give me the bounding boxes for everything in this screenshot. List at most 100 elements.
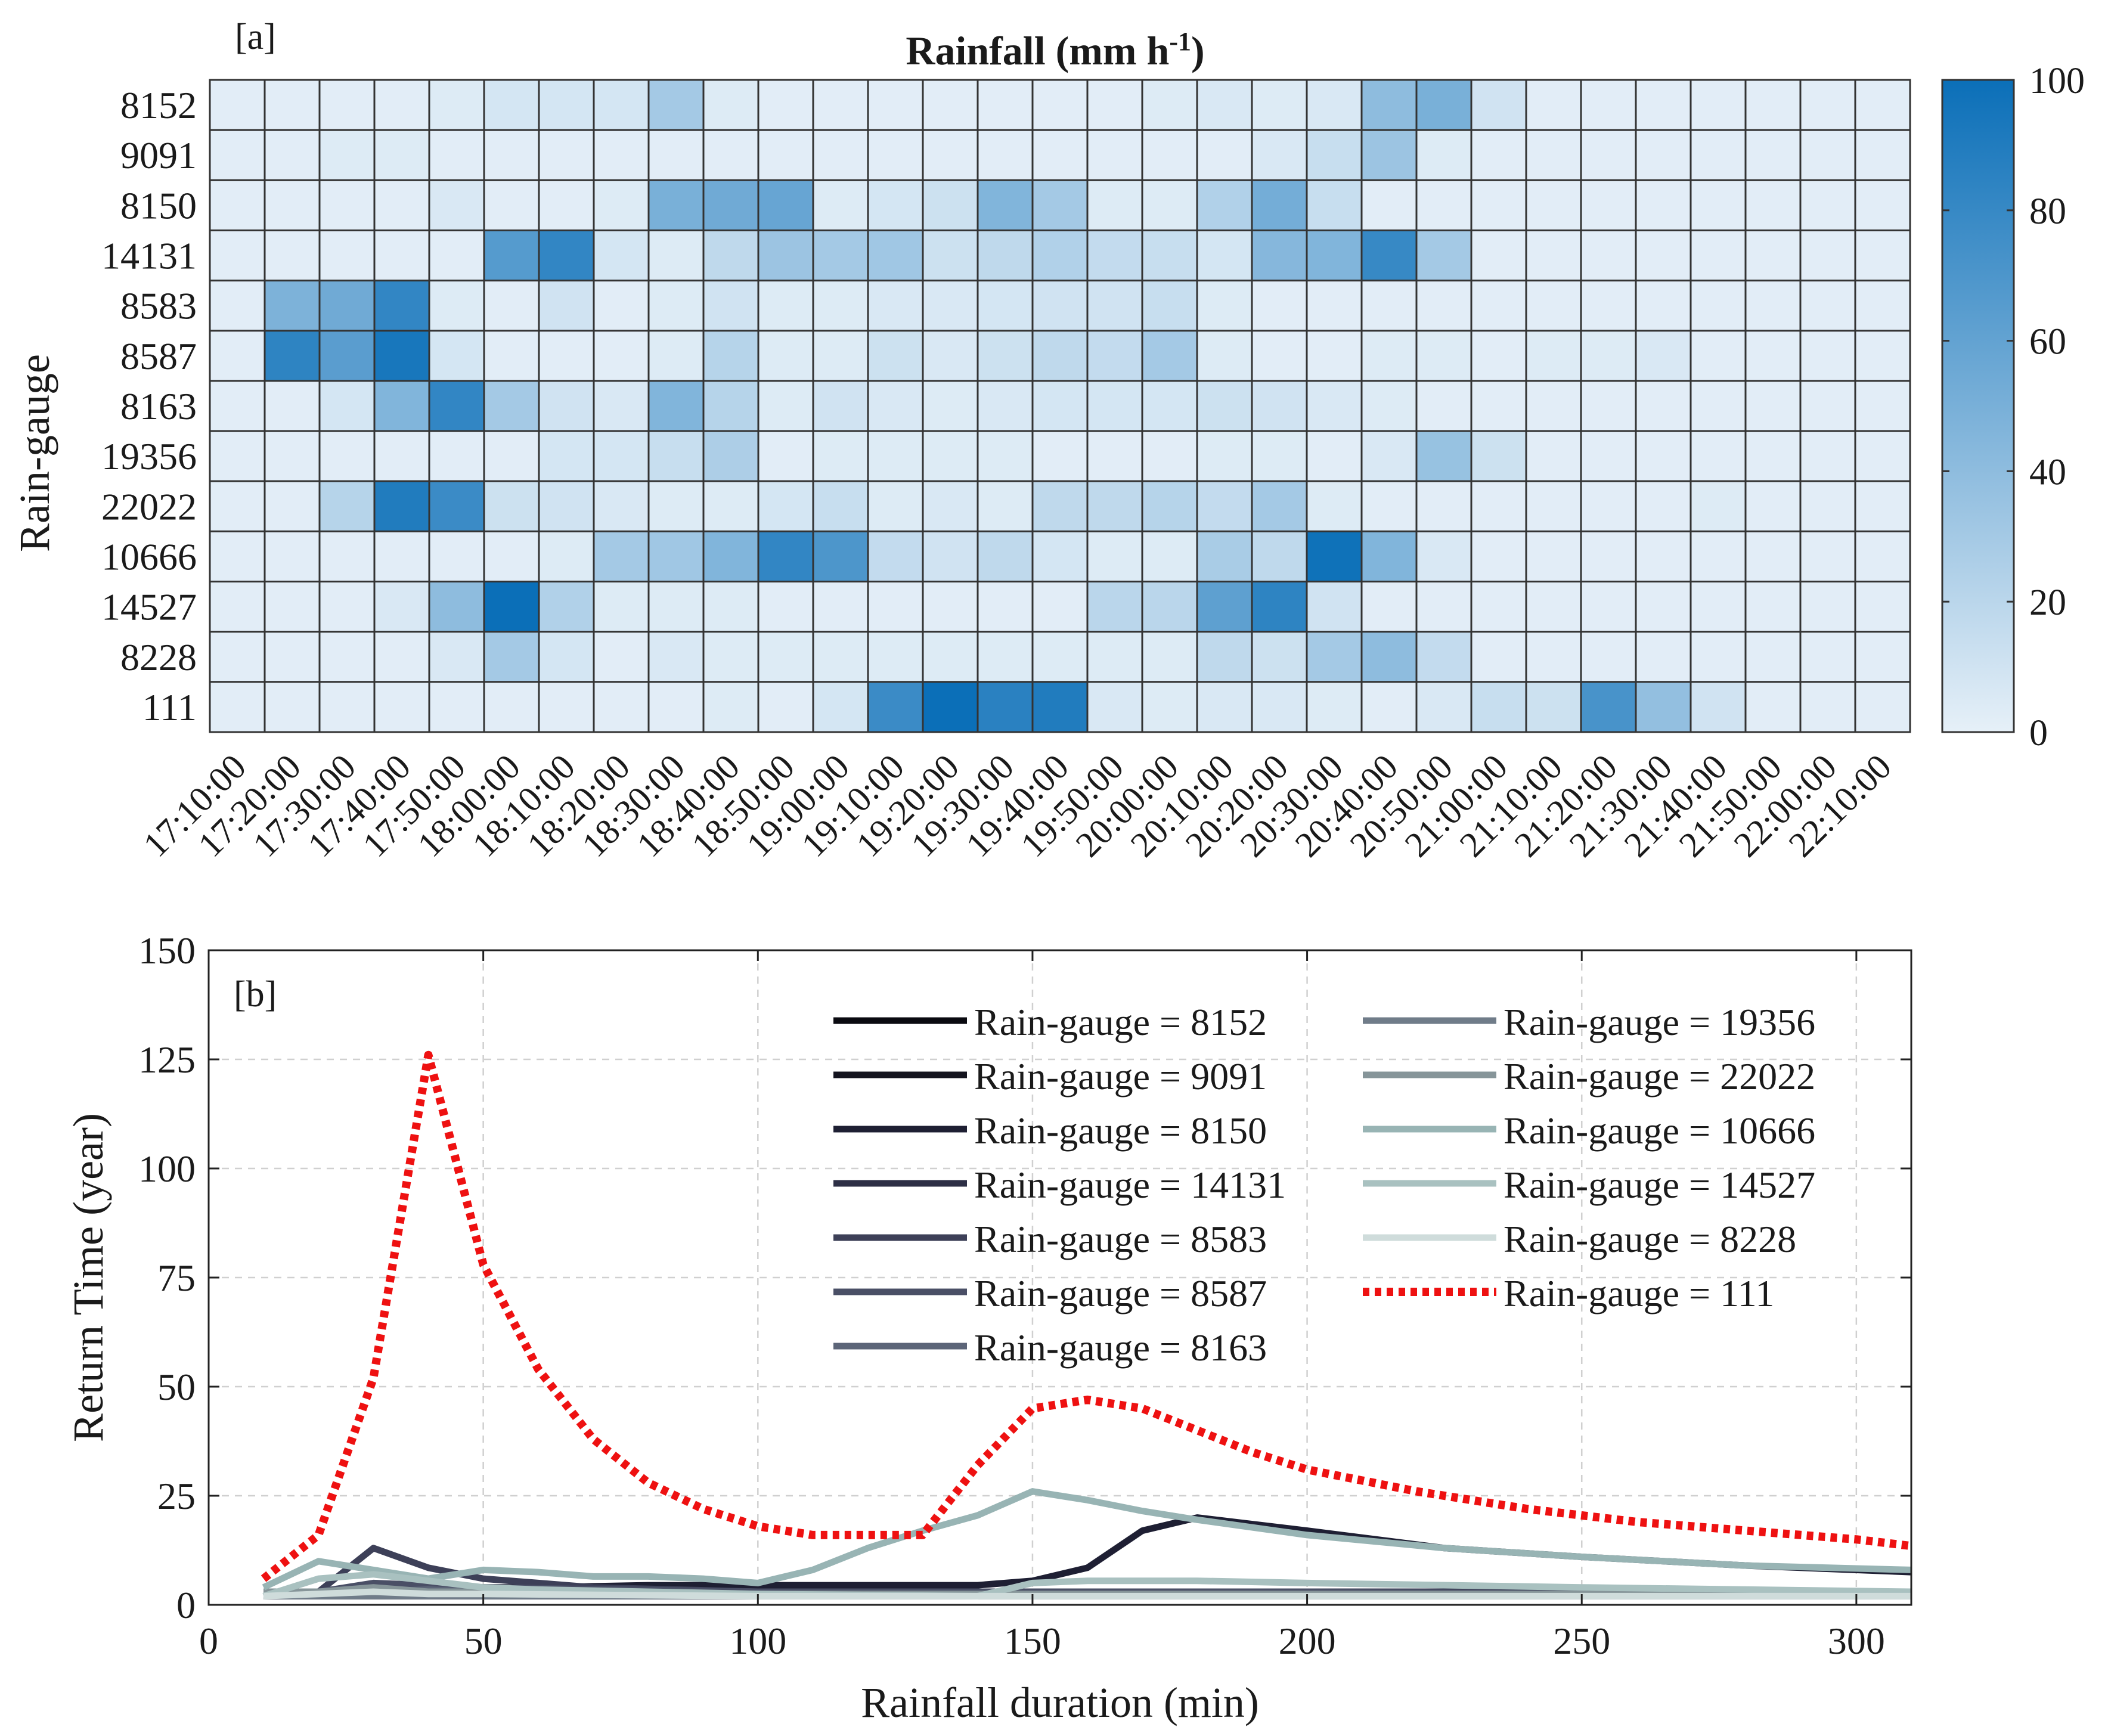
heatmap-cell (1580, 430, 1637, 482)
heatmap-cell (318, 330, 376, 382)
heatmap-cell (1470, 79, 1527, 131)
heatmap-cell (1031, 79, 1089, 131)
heatmap-cell (209, 280, 266, 332)
heatmap-cell (812, 681, 869, 733)
heatmap-cell (1031, 280, 1089, 332)
heatmap-title: Rainfall (mm h-1) (906, 27, 1204, 74)
heatmap-cell (1690, 129, 1747, 181)
heatmap-cell (702, 631, 760, 683)
heatmap-cell (318, 681, 376, 733)
heatmap-cell (209, 681, 266, 733)
heatmap-row-label: 14131 (101, 235, 197, 277)
heatmap-cell (922, 79, 979, 131)
heatmap-cell (373, 530, 430, 583)
heatmap-cell (428, 480, 485, 532)
heatmap-cell (976, 229, 1034, 282)
heatmap-cell (1854, 229, 1911, 282)
panel-b-label: [b] (234, 974, 277, 1015)
heatmap-cell (647, 229, 705, 282)
heatmap-cell (647, 581, 705, 633)
legend-label: Rain-gauge = 8150 (974, 1109, 1267, 1152)
heatmap-cell (209, 129, 266, 181)
heatmap-cell (647, 330, 705, 382)
heatmap-cell (483, 179, 540, 231)
heatmap-cell (593, 330, 650, 382)
heatmap-cell (1580, 581, 1637, 633)
heatmap-cell (264, 480, 321, 532)
heatmap-cell (1635, 430, 1692, 482)
heatmap-cell (1854, 581, 1911, 633)
heatmap-cell (1580, 530, 1637, 583)
heatmap-cell (922, 380, 979, 432)
heatmap-cell (1196, 330, 1253, 382)
heatmap-row-label: 8163 (120, 385, 197, 427)
heatmap-cell (922, 330, 979, 382)
heatmap-cell (1799, 330, 1856, 382)
heatmap-cell (483, 631, 540, 683)
heatmap-cell (1141, 330, 1198, 382)
heatmap-cell (264, 330, 321, 382)
heatmap-cell (812, 631, 869, 683)
heatmap-cell (922, 581, 979, 633)
heatmap-cell (1744, 179, 1802, 231)
heatmap-cell (757, 79, 814, 131)
x-tick-label: 200 (1279, 1620, 1336, 1662)
heatmap-cell (1799, 430, 1856, 482)
heatmap-cell (1360, 280, 1418, 332)
heatmap-cell (1799, 129, 1856, 181)
heatmap-cell (1470, 681, 1527, 733)
heatmap-cell (1141, 480, 1198, 532)
heatmap-cell (867, 129, 924, 181)
heatmap-row-label: 22022 (101, 485, 197, 528)
heatmap-cell (1415, 530, 1472, 583)
heatmap-cell (1141, 129, 1198, 181)
heatmap-cell (1141, 380, 1198, 432)
heatmap-cell (1690, 179, 1747, 231)
heatmap-cell (1415, 681, 1472, 733)
heatmap-cell (647, 530, 705, 583)
heatmap-cell (373, 179, 430, 231)
heatmap-cell (1415, 179, 1472, 231)
heatmap-cell (1580, 229, 1637, 282)
heatmap-cell (1470, 631, 1527, 683)
heatmap-cell (1306, 380, 1363, 432)
heatmap-cell (1744, 430, 1802, 482)
heatmap-cell (1799, 681, 1856, 733)
heatmap-cell (757, 480, 814, 532)
x-tick-label: 300 (1828, 1620, 1885, 1662)
heatmap-cell (1580, 129, 1637, 181)
legend-label: Rain-gauge = 14131 (974, 1164, 1286, 1206)
heatmap-cell (264, 179, 321, 231)
legend-label: Rain-gauge = 14527 (1504, 1164, 1815, 1206)
heatmap-cell (1360, 129, 1418, 181)
heatmap-cell (1086, 681, 1143, 733)
heatmap-cell (1306, 179, 1363, 231)
x-tick-label: 100 (729, 1620, 786, 1662)
heatmap-cell (1086, 581, 1143, 633)
heatmap-cell (1086, 480, 1143, 532)
heatmap-cell (373, 631, 430, 683)
heatmap-cell (812, 380, 869, 432)
heatmap-cell (1525, 129, 1582, 181)
heatmap-row-label: 8150 (120, 184, 197, 227)
heatmap-cell (209, 581, 266, 633)
heatmap-cell (593, 280, 650, 332)
heatmap-cell (1470, 280, 1527, 332)
y-tick-label: 100 (138, 1148, 196, 1190)
heatmap-cell (867, 581, 924, 633)
heatmap-cell (1525, 229, 1582, 282)
heatmap-cell (1306, 681, 1363, 733)
heatmap-cell (1854, 681, 1911, 733)
heatmap-cell (1525, 179, 1582, 231)
heatmap-cell (1196, 530, 1253, 583)
heatmap-cell (1196, 480, 1253, 532)
heatmap-cell (1744, 581, 1802, 633)
heatmap-column-labels: 17:10:0017:20:0017:30:0017:40:0017:50:00… (136, 747, 1899, 865)
heatmap-cell (483, 681, 540, 733)
y-tick-label: 0 (176, 1584, 196, 1626)
heatmap-cell (1196, 179, 1253, 231)
heatmap-cell (1580, 380, 1637, 432)
heatmap-cell (1251, 480, 1308, 532)
heatmap-cell (1580, 280, 1637, 332)
